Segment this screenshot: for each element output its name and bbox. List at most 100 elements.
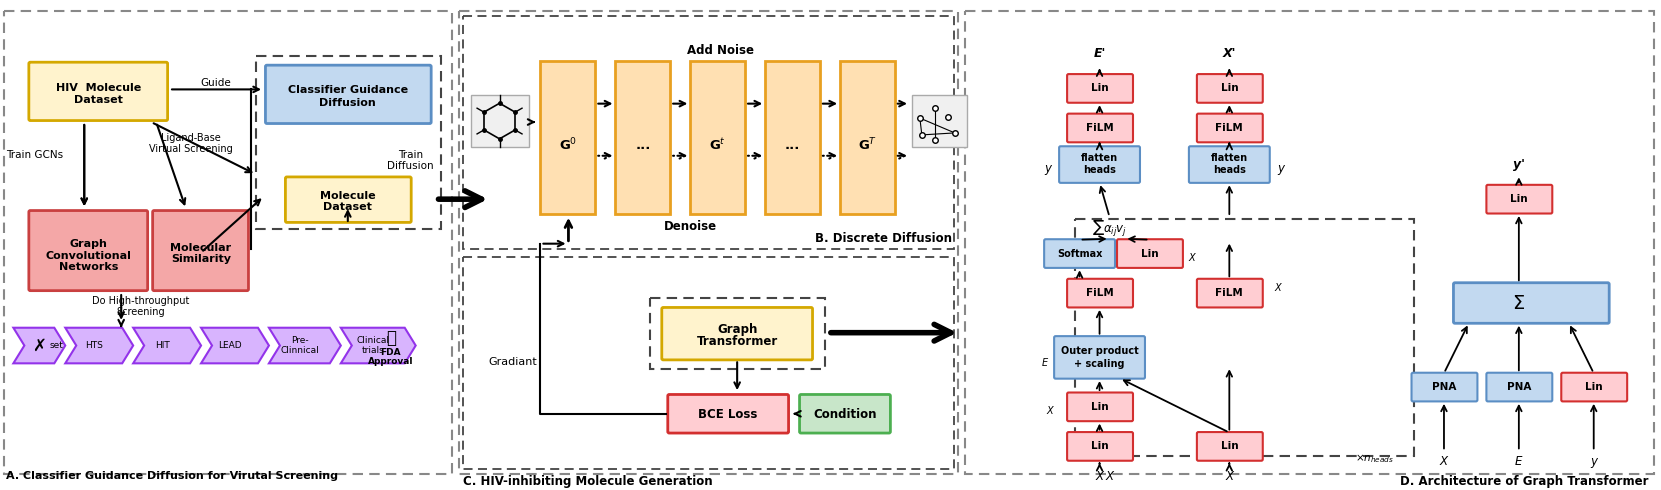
Text: Molecular: Molecular	[171, 243, 231, 253]
Text: Lin: Lin	[1091, 402, 1108, 412]
Text: G$^0$: G$^0$	[558, 137, 576, 153]
Text: E': E'	[1093, 48, 1106, 60]
Text: FiLM: FiLM	[1216, 288, 1242, 298]
Text: flatten: flatten	[1081, 153, 1118, 163]
Bar	[840, 61, 895, 214]
FancyBboxPatch shape	[1198, 279, 1262, 307]
Bar	[766, 61, 821, 214]
Text: y: y	[1590, 455, 1598, 468]
Text: Softmax: Softmax	[1056, 248, 1103, 259]
Text: FDA: FDA	[380, 348, 400, 357]
FancyBboxPatch shape	[1487, 373, 1553, 401]
Text: Lin: Lin	[1221, 441, 1237, 451]
FancyBboxPatch shape	[1412, 373, 1477, 401]
FancyBboxPatch shape	[1066, 114, 1133, 142]
Bar	[615, 61, 671, 214]
FancyBboxPatch shape	[668, 394, 789, 433]
FancyBboxPatch shape	[1453, 283, 1610, 323]
Text: Transformer: Transformer	[696, 335, 777, 348]
Text: Denoise: Denoise	[664, 220, 718, 233]
Text: Lin: Lin	[1141, 248, 1158, 259]
FancyBboxPatch shape	[1189, 147, 1269, 183]
Bar	[540, 61, 595, 214]
Text: X: X	[1440, 455, 1448, 468]
Text: Lin: Lin	[1091, 441, 1108, 451]
Text: E: E	[1515, 455, 1523, 468]
FancyBboxPatch shape	[1060, 147, 1139, 183]
FancyBboxPatch shape	[266, 65, 432, 123]
Text: Diffusion: Diffusion	[319, 98, 375, 108]
Bar	[5, 11, 452, 474]
Text: FiLM: FiLM	[1086, 123, 1113, 133]
FancyBboxPatch shape	[1045, 239, 1115, 268]
Bar	[965, 11, 1654, 474]
Text: Screening: Screening	[116, 307, 166, 317]
FancyBboxPatch shape	[28, 211, 148, 291]
Text: y: y	[1045, 162, 1051, 175]
Text: Outer product: Outer product	[1061, 346, 1138, 356]
Text: heads: heads	[1083, 166, 1116, 175]
FancyBboxPatch shape	[1066, 432, 1133, 461]
FancyBboxPatch shape	[1066, 279, 1133, 307]
FancyBboxPatch shape	[1487, 185, 1553, 214]
Text: LEAD: LEAD	[218, 341, 243, 350]
Text: Approval: Approval	[369, 357, 414, 366]
Text: Condition: Condition	[814, 408, 877, 421]
FancyBboxPatch shape	[153, 211, 249, 291]
Text: Lin: Lin	[1091, 83, 1108, 94]
Text: Networks: Networks	[58, 263, 118, 272]
Text: FiLM: FiLM	[1216, 123, 1242, 133]
Text: Dataset: Dataset	[73, 95, 123, 105]
Text: G$^T$: G$^T$	[857, 137, 877, 153]
Bar	[470, 96, 528, 147]
FancyBboxPatch shape	[1066, 392, 1133, 421]
FancyBboxPatch shape	[799, 394, 890, 433]
FancyBboxPatch shape	[1066, 74, 1133, 103]
Polygon shape	[269, 328, 341, 363]
Text: Gradiant: Gradiant	[488, 357, 537, 368]
Text: flatten: flatten	[1211, 153, 1247, 163]
Text: X': X'	[1222, 48, 1236, 60]
Text: X: X	[1274, 283, 1281, 293]
Text: Clinical
trials: Clinical trials	[357, 336, 390, 355]
Text: Train: Train	[399, 149, 424, 160]
Text: X: X	[1188, 252, 1194, 263]
Bar	[912, 96, 967, 147]
Text: y': y'	[1513, 158, 1525, 171]
Bar	[1075, 219, 1414, 456]
Text: Add Noise: Add Noise	[686, 44, 754, 57]
Bar	[651, 298, 826, 369]
Text: + scaling: + scaling	[1075, 359, 1124, 369]
Text: Lin: Lin	[1585, 382, 1603, 392]
Text: PNA: PNA	[1432, 382, 1457, 392]
Text: BCE Loss: BCE Loss	[699, 408, 757, 421]
Bar	[458, 11, 958, 474]
FancyBboxPatch shape	[28, 62, 168, 121]
Text: Diffusion: Diffusion	[387, 161, 434, 171]
Text: $\Sigma$: $\Sigma$	[1513, 294, 1525, 313]
Text: Virtual Screening: Virtual Screening	[149, 144, 233, 154]
Text: HIT: HIT	[154, 341, 169, 350]
Text: ...: ...	[786, 139, 801, 151]
Text: $\times n_{heads}$: $\times n_{heads}$	[1355, 452, 1394, 465]
Text: Classifier Guidance: Classifier Guidance	[287, 85, 409, 96]
Text: Do High-throughput: Do High-throughput	[93, 296, 189, 306]
Polygon shape	[13, 328, 65, 363]
Text: A. Classifier Guidance Diffusion for Virutal Screening: A. Classifier Guidance Diffusion for Vir…	[7, 471, 339, 481]
Bar	[691, 61, 746, 214]
Text: PNA: PNA	[1507, 382, 1531, 392]
Text: ...: ...	[635, 139, 651, 151]
Text: E: E	[1041, 358, 1048, 368]
Text: Lin: Lin	[1221, 83, 1237, 94]
Text: D. Architecture of Graph Transformer: D. Architecture of Graph Transformer	[1400, 474, 1649, 488]
Text: G$^t$: G$^t$	[709, 137, 726, 153]
Text: 💊: 💊	[385, 329, 395, 346]
Bar	[256, 56, 440, 229]
Text: B. Discrete Diffusion: B. Discrete Diffusion	[816, 232, 952, 245]
Text: HIV  Molecule: HIV Molecule	[55, 83, 141, 94]
Text: heads: heads	[1213, 166, 1246, 175]
Text: C. HIV-inhibiting Molecule Generation: C. HIV-inhibiting Molecule Generation	[463, 474, 713, 488]
Text: X: X	[1226, 469, 1234, 483]
Text: HTS: HTS	[85, 341, 103, 350]
Text: Graph: Graph	[718, 323, 757, 336]
